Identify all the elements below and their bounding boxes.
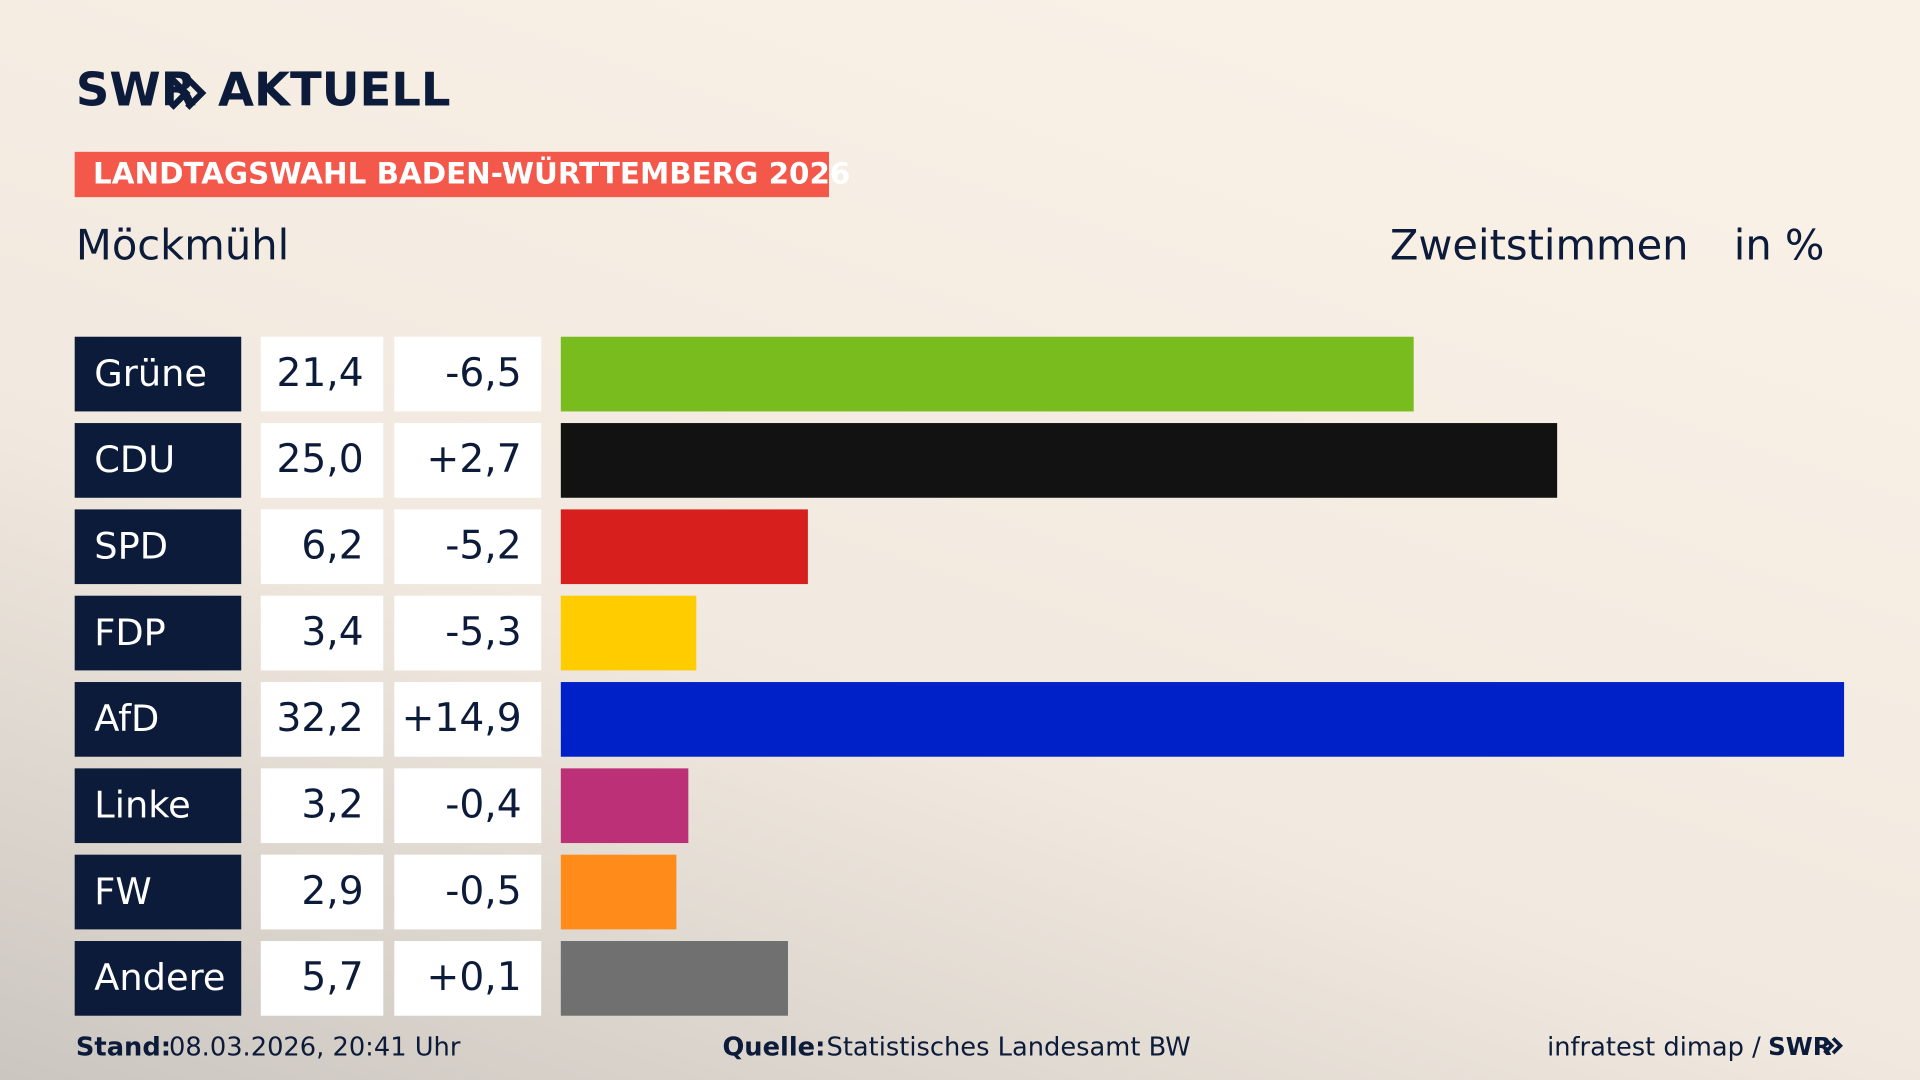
change-box: [394, 595, 542, 671]
change-box: [394, 423, 542, 498]
change-box: [394, 854, 542, 930]
stand-label: Stand:: [76, 1033, 171, 1063]
change-box: [394, 336, 542, 412]
value-label: 5,7: [301, 955, 363, 1000]
bar: [560, 509, 808, 585]
party-box: [74, 595, 242, 671]
unit: in %: [1734, 221, 1825, 270]
party-label: SPD: [94, 524, 168, 567]
logo: SWR: [76, 63, 197, 117]
change-label: +0,1: [427, 955, 522, 1000]
value-label: 3,2: [301, 782, 363, 827]
party-label: FDP: [94, 611, 166, 654]
value-label: 21,4: [276, 351, 363, 396]
change-label: -5,3: [445, 610, 521, 655]
value-box: [260, 768, 384, 844]
party-label: Grüne: [94, 352, 207, 395]
party-box: [74, 941, 242, 1016]
change-label: -6,5: [445, 351, 521, 396]
chart-title: Möckmühl: [76, 221, 289, 270]
party-box: [74, 854, 242, 930]
change-label: -0,4: [445, 782, 521, 827]
party-label: AfD: [94, 697, 159, 740]
value-box: [260, 509, 384, 585]
source-label: Quelle:: [722, 1033, 825, 1063]
source: Statistisches Landesamt BW: [827, 1033, 1191, 1063]
credit: infratest dimap /: [1547, 1033, 1761, 1063]
bar: [560, 423, 1558, 498]
bar: [560, 595, 697, 671]
value-label: 32,2: [276, 696, 363, 741]
value-box: [260, 854, 384, 930]
value-label: 2,9: [301, 869, 363, 914]
chart-subtitle: Zweitstimmen: [1390, 221, 1689, 270]
value-box: [260, 682, 384, 757]
party-label: FW: [94, 870, 151, 913]
party-box: [74, 768, 242, 844]
change-box: [394, 941, 542, 1016]
value-box: [260, 423, 384, 498]
bar: [560, 682, 1845, 757]
change-box: [394, 682, 542, 757]
stand: 08.03.2026, 20:41 Uhr: [169, 1033, 461, 1063]
party-box: [74, 423, 242, 498]
logo-suffix: AKTUELL: [218, 63, 451, 117]
badge: LANDTAGSWAHL BADEN-WÜRTTEMBERG 2026: [93, 155, 850, 191]
party-label: CDU: [94, 438, 175, 481]
change-box: [394, 509, 542, 585]
party-label: Andere: [94, 956, 225, 999]
change-box: [394, 768, 542, 844]
bar: [560, 768, 689, 844]
party-box: [74, 509, 242, 585]
logo-chevrons: [169, 76, 207, 110]
credit-chevrons: [1823, 1037, 1844, 1055]
change-label: +14,9: [402, 696, 522, 741]
credit-logo: SWR: [1768, 1032, 1832, 1061]
change-label: -0,5: [445, 869, 521, 914]
change-label: -5,2: [445, 523, 521, 568]
value-label: 25,0: [276, 437, 363, 482]
value-box: [260, 595, 384, 671]
party-label: Linke: [94, 783, 190, 826]
bar: [560, 941, 788, 1016]
party-box: [74, 336, 242, 412]
badge-bg: [74, 151, 829, 198]
party-box: [74, 682, 242, 757]
bar: [560, 854, 677, 930]
change-label: +2,7: [427, 437, 522, 482]
value-label: 3,4: [301, 610, 363, 655]
value-label: 6,2: [301, 523, 363, 568]
value-box: [260, 941, 384, 1016]
value-box: [260, 336, 384, 412]
bar: [560, 336, 1414, 412]
